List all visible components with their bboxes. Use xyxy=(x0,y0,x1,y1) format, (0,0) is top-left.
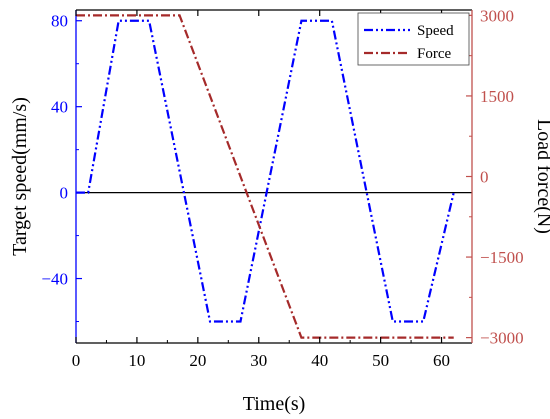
x-tick-label: 0 xyxy=(72,351,81,370)
x-tick-label: 50 xyxy=(372,351,389,370)
y-tick-label-right: −1500 xyxy=(480,248,524,267)
x-tick-label: 60 xyxy=(433,351,450,370)
y-tick-label-left: 80 xyxy=(51,12,68,31)
axes-layer: 0 10 20 30 40 50 60 −40 0 40 80 −3000 −1500 0 1500 3000 xyxy=(41,6,523,370)
legend-label-force: Force xyxy=(417,46,451,62)
y-tick-label-left: 0 xyxy=(60,184,69,203)
y-tick-label-right: 1500 xyxy=(480,87,514,106)
x-tick-label: 30 xyxy=(250,351,267,370)
y-tick-label-right: 3000 xyxy=(480,6,514,25)
series-layer xyxy=(76,14,455,339)
x-tick-label: 40 xyxy=(311,351,328,370)
x-tick-label: 10 xyxy=(128,351,145,370)
y-tick-label-left: 40 xyxy=(51,98,68,117)
y-axis-title-right: Load force(N) xyxy=(533,119,550,234)
y-tick-label-right: 0 xyxy=(480,168,489,187)
y-tick-label-left: −40 xyxy=(41,270,68,289)
series-line-force xyxy=(76,14,454,339)
x-axis-title: Time(s) xyxy=(243,393,306,415)
y-axis-title-left: Target speed(mm/s) xyxy=(9,97,31,256)
legend: Speed Force xyxy=(357,12,470,66)
series-line-speed xyxy=(76,19,455,323)
legend-label-speed: Speed xyxy=(417,23,454,39)
legend-box xyxy=(357,12,470,66)
x-tick-label: 20 xyxy=(189,351,206,370)
y-tick-label-right: −3000 xyxy=(480,329,524,348)
